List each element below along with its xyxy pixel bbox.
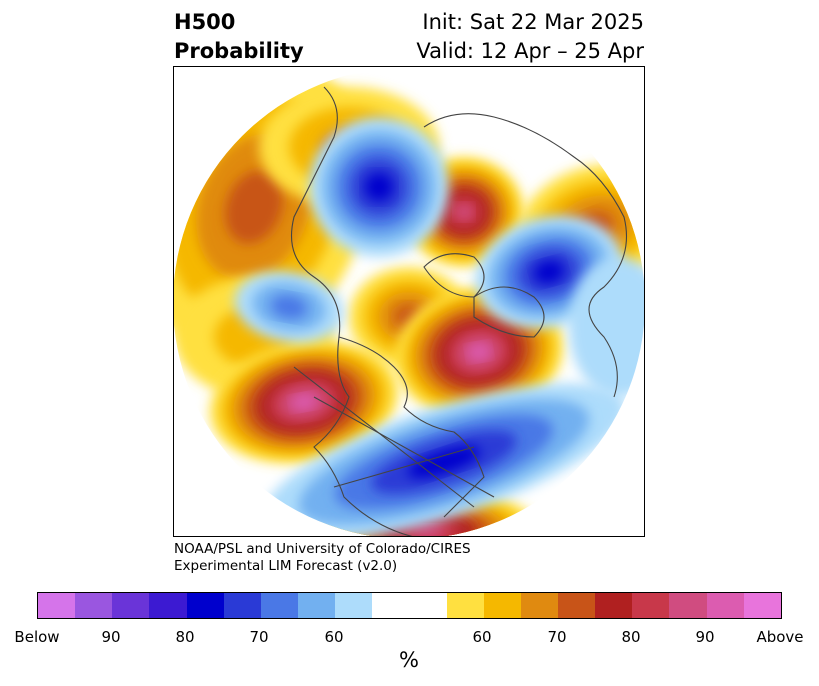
colorbar-segment xyxy=(372,593,410,618)
colorbar-segment xyxy=(743,593,781,618)
above-normal-area xyxy=(292,394,316,410)
colorbar-segment xyxy=(483,593,521,618)
coastline xyxy=(293,366,475,508)
colorbar-segment xyxy=(557,593,596,618)
probability-field xyxy=(174,67,644,536)
coastline xyxy=(313,396,495,498)
colorbar-segment xyxy=(223,593,261,618)
colorbar-segment xyxy=(75,593,113,618)
colorbar-tick-label: 70 xyxy=(547,628,567,646)
below-normal-area xyxy=(365,173,393,201)
init-date: Init: Sat 22 Mar 2025 xyxy=(422,10,644,34)
colorbar-segment xyxy=(186,593,224,618)
colorbar-tick-label: 70 xyxy=(249,628,269,646)
colorbar-tick-label: 80 xyxy=(621,628,641,646)
colorbar-segment xyxy=(149,593,187,618)
colorbar-segment xyxy=(112,593,150,618)
valid-range: Valid: 12 Apr – 25 Apr xyxy=(416,39,644,63)
colorbar-segment xyxy=(38,593,76,618)
coastline xyxy=(473,286,545,338)
colorbar-segment xyxy=(520,593,558,618)
colorbar-tick-label: Above xyxy=(756,628,804,646)
above-normal-area xyxy=(413,525,445,536)
credit-line-1: NOAA/PSL and University of Colorado/CIRE… xyxy=(174,541,471,557)
title-type: Probability xyxy=(174,39,304,63)
coastline xyxy=(338,336,485,518)
title-variable: H500 xyxy=(174,10,236,34)
credit-text: NOAA/PSL and University of Colorado/CIRE… xyxy=(174,541,471,575)
colorbar-tick-label: 80 xyxy=(175,628,195,646)
coastline xyxy=(423,253,485,298)
colorbar-segment xyxy=(409,593,447,618)
colorbar-segment xyxy=(335,593,373,618)
credit-line-2: Experimental LIM Forecast (v2.0) xyxy=(174,558,398,574)
colorbar-tick-label: 60 xyxy=(472,628,492,646)
forecast-dates: Init: Sat 22 Mar 2025 Valid: 12 Apr – 25… xyxy=(416,8,644,66)
colorbar-segment xyxy=(632,593,670,618)
colorbar-tick-label: Below xyxy=(14,628,60,646)
colorbar-segment xyxy=(297,593,336,618)
colorbar-unit: % xyxy=(399,648,419,672)
below-normal-area xyxy=(270,295,308,319)
colorbar-tick-label: 90 xyxy=(695,628,715,646)
coastline xyxy=(290,86,415,536)
map-title: H500 Probability xyxy=(174,8,304,66)
below-normal-area xyxy=(569,257,644,397)
colorbar-segment xyxy=(706,593,744,618)
colorbar-segment xyxy=(446,593,484,618)
colorbar-segment xyxy=(595,593,633,618)
below-normal-area xyxy=(534,260,564,284)
colorbar-tick-label: 90 xyxy=(101,628,121,646)
colorbar-segment xyxy=(260,593,298,618)
above-normal-area xyxy=(455,204,473,220)
above-normal-area xyxy=(225,170,283,244)
colorbar-segment xyxy=(669,593,707,618)
above-normal-area xyxy=(468,343,490,361)
coastline xyxy=(333,446,475,488)
probability-map-svg xyxy=(174,67,644,536)
coastline xyxy=(423,113,628,398)
colorbar-tick-label: 60 xyxy=(324,628,344,646)
polar-map xyxy=(173,66,645,537)
colorbar xyxy=(37,592,782,619)
